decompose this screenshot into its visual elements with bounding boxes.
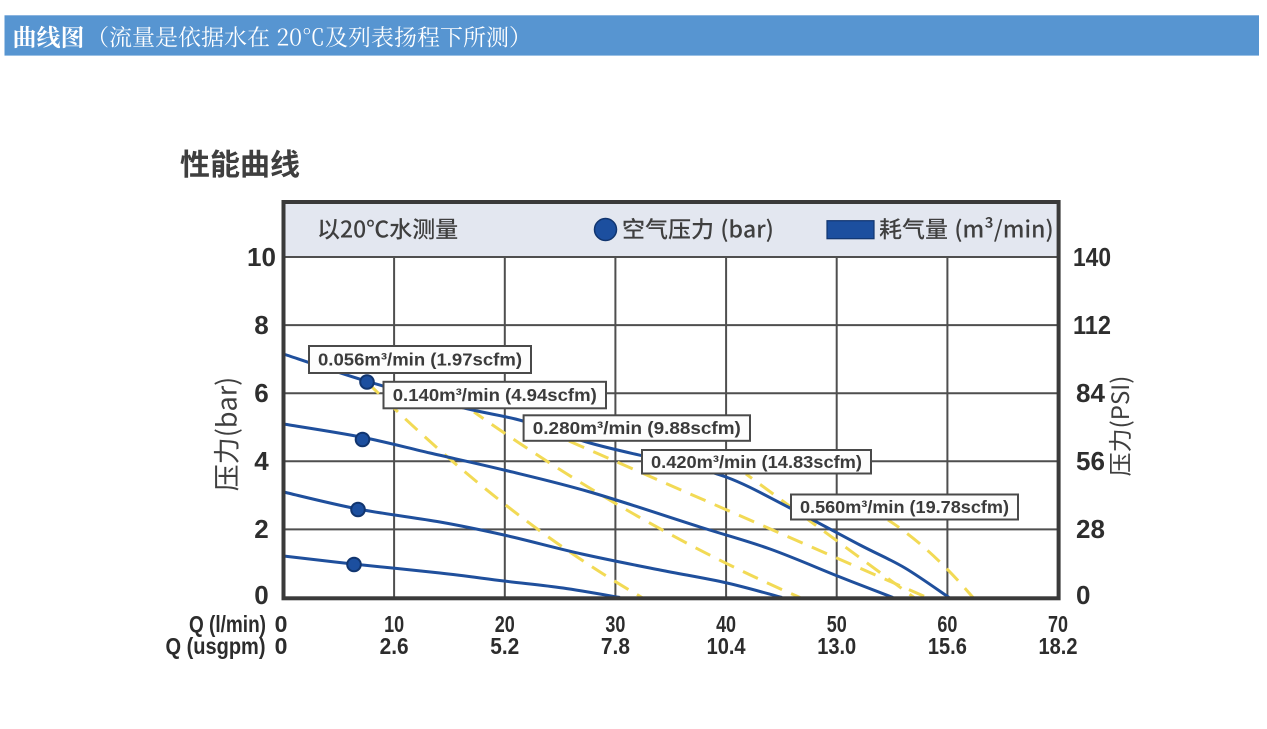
svg-text:0.280m³/min (9.88scfm): 0.280m³/min (9.88scfm) xyxy=(533,418,741,438)
svg-text:20: 20 xyxy=(495,611,515,637)
svg-text:6: 6 xyxy=(254,378,268,408)
svg-text:0.140m³/min (4.94scfm): 0.140m³/min (4.94scfm) xyxy=(393,385,597,405)
svg-text:13.0: 13.0 xyxy=(817,633,856,659)
svg-text:7.8: 7.8 xyxy=(601,633,630,659)
svg-text:0: 0 xyxy=(275,633,288,659)
svg-text:0.560m³/min (19.78scfm): 0.560m³/min (19.78scfm) xyxy=(800,497,1009,517)
svg-text:0.420m³/min (14.83scfm): 0.420m³/min (14.83scfm) xyxy=(651,452,862,472)
svg-text:15.6: 15.6 xyxy=(928,633,967,659)
svg-text:70: 70 xyxy=(1048,611,1068,637)
svg-text:40: 40 xyxy=(716,611,736,637)
svg-text:2: 2 xyxy=(254,514,268,544)
svg-text:30: 30 xyxy=(605,611,625,637)
svg-text:Q (l/min): Q (l/min) xyxy=(189,611,266,637)
svg-text:84: 84 xyxy=(1076,378,1105,408)
svg-text:4: 4 xyxy=(254,446,269,476)
svg-text:140: 140 xyxy=(1073,242,1111,272)
svg-text:10: 10 xyxy=(384,611,404,637)
svg-text:0.056m³/min (1.97scfm): 0.056m³/min (1.97scfm) xyxy=(318,350,522,370)
svg-text:28: 28 xyxy=(1076,514,1105,544)
svg-text:18.2: 18.2 xyxy=(1039,633,1078,659)
svg-text:0: 0 xyxy=(275,611,288,637)
svg-text:112: 112 xyxy=(1073,310,1111,340)
svg-text:0: 0 xyxy=(1076,580,1090,610)
svg-text:10: 10 xyxy=(247,242,276,272)
svg-text:8: 8 xyxy=(254,310,268,340)
svg-text:Q (usgpm): Q (usgpm) xyxy=(166,633,266,659)
svg-text:0: 0 xyxy=(254,580,268,610)
svg-text:56: 56 xyxy=(1076,446,1105,476)
svg-text:10.4: 10.4 xyxy=(707,633,746,659)
svg-text:50: 50 xyxy=(827,611,847,637)
svg-text:60: 60 xyxy=(937,611,957,637)
svg-text:5.2: 5.2 xyxy=(490,633,519,659)
svg-text:2.6: 2.6 xyxy=(380,633,409,659)
